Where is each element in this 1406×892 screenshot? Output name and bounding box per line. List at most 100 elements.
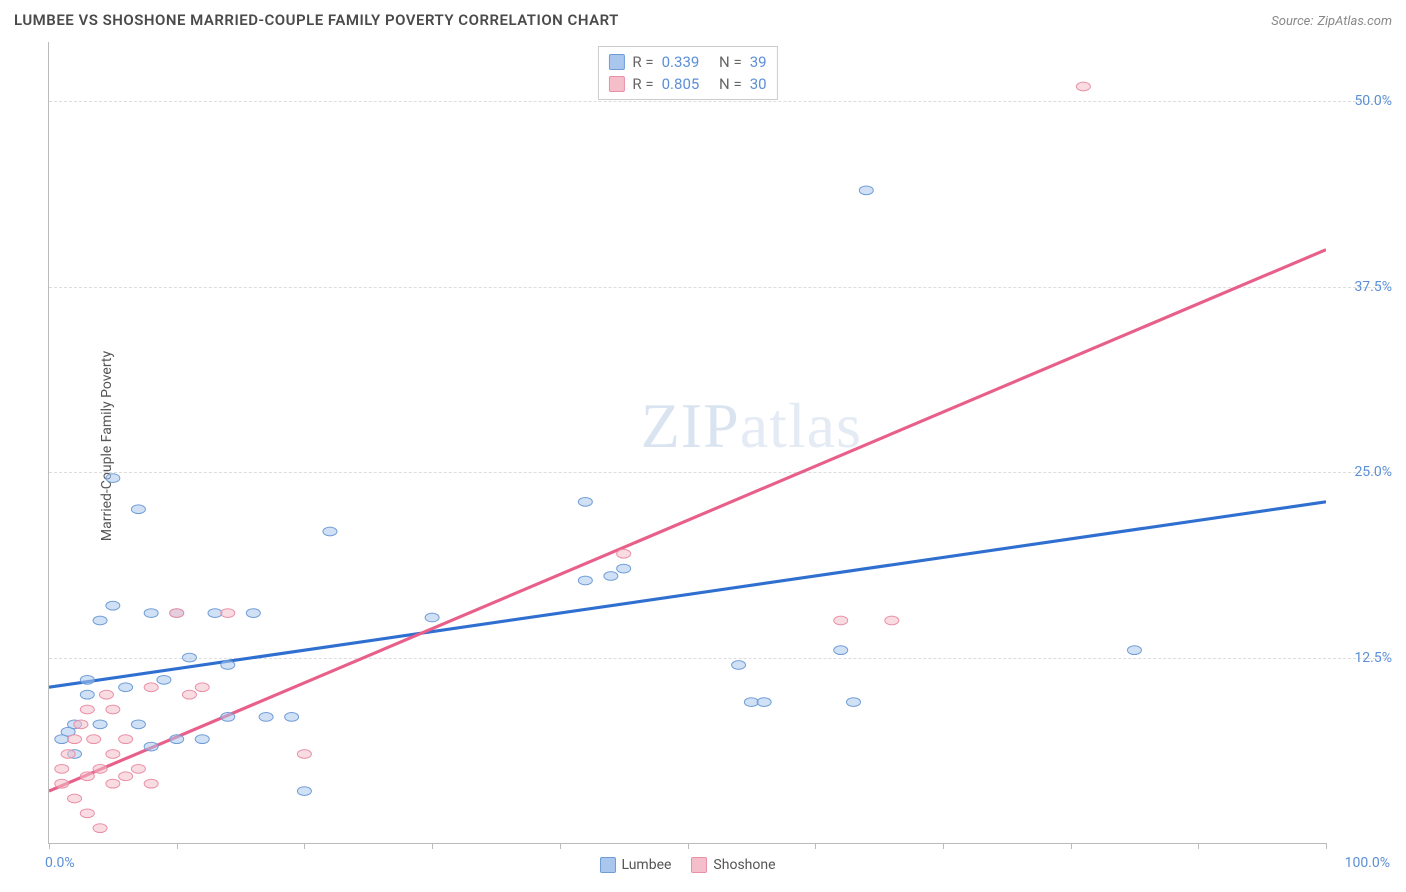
data-point-lumbee: [144, 742, 158, 751]
data-point-lumbee: [285, 713, 299, 722]
legend-swatch-shoshone: [691, 857, 707, 873]
data-point-shoshone: [80, 705, 94, 714]
source-label: Source:: [1271, 14, 1313, 29]
swatch-lumbee: [608, 54, 624, 70]
data-point-shoshone: [80, 772, 94, 781]
xtick: [49, 843, 50, 849]
xtick: [815, 843, 816, 849]
data-point-lumbee: [425, 613, 439, 622]
data-point-shoshone: [87, 735, 101, 744]
x-max-label: 100.0%: [1345, 855, 1390, 871]
data-point-shoshone: [1076, 82, 1090, 91]
data-point-shoshone: [144, 683, 158, 692]
scatter-plot-svg: [49, 42, 1326, 843]
legend-swatch-lumbee: [599, 857, 615, 873]
xtick: [688, 843, 689, 849]
data-point-shoshone: [93, 824, 107, 833]
data-point-lumbee: [182, 653, 196, 662]
data-point-lumbee: [131, 505, 145, 514]
data-point-shoshone: [55, 779, 69, 788]
xtick: [1071, 843, 1072, 849]
data-point-lumbee: [578, 576, 592, 585]
data-point-shoshone: [68, 735, 82, 744]
data-point-shoshone: [195, 683, 209, 692]
ytick-label: 37.5%: [1354, 279, 1392, 295]
data-point-lumbee: [93, 616, 107, 625]
xtick: [177, 843, 178, 849]
data-point-lumbee: [834, 646, 848, 655]
data-point-lumbee: [847, 698, 861, 707]
data-point-shoshone: [885, 616, 899, 625]
data-point-lumbee: [732, 661, 746, 670]
data-point-lumbee: [604, 572, 618, 581]
swatch-shoshone: [608, 76, 624, 92]
data-point-shoshone: [131, 764, 145, 773]
legend-label-lumbee: Lumbee: [621, 857, 671, 873]
data-point-shoshone: [106, 750, 120, 759]
data-point-lumbee: [617, 564, 631, 573]
data-point-lumbee: [757, 698, 771, 707]
xtick: [1198, 843, 1199, 849]
trend-line-shoshone: [49, 250, 1326, 791]
data-point-shoshone: [182, 690, 196, 699]
data-point-lumbee: [259, 713, 273, 722]
chart-area: ZIPatlas R = 0.339 N = 39 R = 0.805 N = …: [48, 42, 1326, 844]
data-point-lumbee: [170, 735, 184, 744]
data-point-shoshone: [144, 779, 158, 788]
ytick-label: 50.0%: [1354, 93, 1392, 109]
series-legend: Lumbee Shoshone: [599, 857, 775, 873]
data-point-shoshone: [297, 750, 311, 759]
data-point-shoshone: [834, 616, 848, 625]
data-point-lumbee: [80, 675, 94, 684]
data-point-lumbee: [106, 601, 120, 610]
data-point-lumbee: [221, 713, 235, 722]
data-point-lumbee: [195, 735, 209, 744]
data-point-shoshone: [74, 720, 88, 729]
data-point-shoshone: [93, 764, 107, 773]
trend-line-lumbee: [49, 502, 1326, 687]
chart-title: LUMBEE VS SHOSHONE MARRIED-COUPLE FAMILY…: [14, 11, 619, 29]
legend-item-lumbee: Lumbee: [599, 857, 671, 873]
legend-label-shoshone: Shoshone: [713, 857, 775, 873]
xtick: [1326, 843, 1327, 849]
data-point-lumbee: [578, 497, 592, 506]
data-point-shoshone: [119, 772, 133, 781]
xtick: [560, 843, 561, 849]
data-point-lumbee: [208, 609, 222, 618]
data-point-shoshone: [80, 809, 94, 818]
source: Source: ZipAtlas.com: [1271, 10, 1392, 29]
ytick-label: 25.0%: [1354, 464, 1392, 480]
data-point-shoshone: [68, 794, 82, 803]
data-point-lumbee: [859, 186, 873, 195]
xtick: [432, 843, 433, 849]
data-point-lumbee: [80, 690, 94, 699]
data-point-lumbee: [93, 720, 107, 729]
data-point-lumbee: [221, 661, 235, 670]
legend-item-shoshone: Shoshone: [691, 857, 775, 873]
data-point-shoshone: [119, 735, 133, 744]
ytick-label: 12.5%: [1354, 650, 1392, 666]
data-point-shoshone: [55, 764, 69, 773]
data-point-lumbee: [1127, 646, 1141, 655]
xtick: [943, 843, 944, 849]
stats-row-shoshone: R = 0.805 N = 30: [608, 73, 766, 95]
data-point-shoshone: [170, 609, 184, 618]
data-point-shoshone: [617, 549, 631, 558]
data-point-shoshone: [99, 690, 113, 699]
data-point-lumbee: [106, 474, 120, 483]
source-value: ZipAtlas.com: [1317, 14, 1392, 29]
xtick: [304, 843, 305, 849]
data-point-shoshone: [106, 779, 120, 788]
data-point-lumbee: [297, 787, 311, 796]
data-point-lumbee: [157, 675, 171, 684]
stats-row-lumbee: R = 0.339 N = 39: [608, 51, 766, 73]
stats-legend: R = 0.339 N = 39 R = 0.805 N = 30: [597, 46, 777, 100]
data-point-lumbee: [119, 683, 133, 692]
data-point-lumbee: [323, 527, 337, 536]
data-point-shoshone: [221, 609, 235, 618]
data-point-shoshone: [61, 750, 75, 759]
data-point-shoshone: [106, 705, 120, 714]
data-point-lumbee: [144, 609, 158, 618]
data-point-lumbee: [744, 698, 758, 707]
data-point-lumbee: [131, 720, 145, 729]
